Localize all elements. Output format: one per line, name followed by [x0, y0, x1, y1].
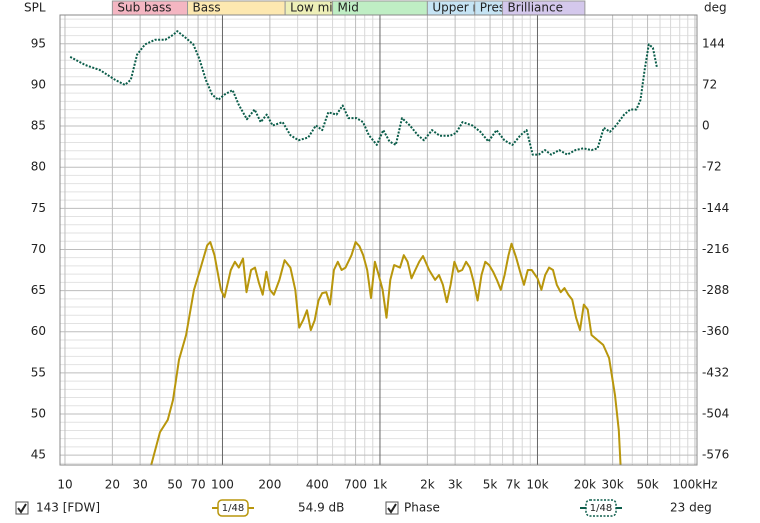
- y2-tick-label: -360: [702, 324, 729, 338]
- y-tick-label: 45: [31, 448, 46, 462]
- band-label: Sub bass: [117, 1, 171, 15]
- x-tick-label: 7k: [506, 478, 521, 492]
- y-tick-label: 80: [31, 160, 46, 174]
- band-label: Bass: [193, 1, 221, 15]
- legend-label: Phase: [404, 501, 440, 515]
- grid: [60, 15, 697, 465]
- legend-checkmark: [387, 503, 397, 514]
- band-label: Pres: [480, 1, 505, 15]
- y2-tick-label: -288: [702, 283, 729, 297]
- legend-checkmark: [17, 503, 27, 514]
- y-tick-label: 55: [31, 365, 46, 379]
- y-tick-label: 75: [31, 201, 46, 215]
- y2-tick-label: -504: [702, 406, 729, 420]
- y2-tick-label: 0: [702, 119, 710, 133]
- y2-tick-label: -576: [702, 448, 729, 462]
- plot-frame: [59, 14, 698, 466]
- y2-tick-label: -72: [702, 160, 722, 174]
- y-tick-label: 90: [31, 77, 46, 91]
- band-label: Brilliance: [508, 1, 563, 15]
- legend-label: 143 [FDW]: [36, 501, 100, 515]
- x-tick-label: 70: [190, 478, 205, 492]
- y-tick-label: 65: [31, 283, 46, 297]
- y-tick-label: 85: [31, 119, 46, 133]
- legend: 143 [FDW] 1/48 54.9 dB Phase 1/48 23 deg: [15, 499, 712, 517]
- smoothing-label: 1/48: [590, 503, 612, 514]
- series-line: [150, 241, 622, 465]
- x-tick-label: 3k: [448, 478, 463, 492]
- x-tick-label: 10: [57, 478, 72, 492]
- legend-reading: 54.9 dB: [298, 501, 344, 515]
- band-label: Mid: [338, 1, 359, 15]
- smoothing-label: 1/48: [222, 503, 244, 514]
- x-tick-label: 5k: [483, 478, 498, 492]
- x-tick-label: 30: [132, 478, 147, 492]
- y2-tick-label: -432: [702, 365, 729, 379]
- y2-tick-label: -216: [702, 242, 729, 256]
- plot-lines: [69, 30, 658, 465]
- x-tick-label: 400: [306, 478, 329, 492]
- x-tick-label: 30k: [602, 478, 624, 492]
- x-tick-label: 50k: [636, 478, 658, 492]
- x-tick-label: 20: [105, 478, 120, 492]
- x-tick-label: 1k: [373, 478, 388, 492]
- band-label: Upper m: [432, 1, 484, 15]
- y-tick-label: 95: [31, 36, 46, 50]
- x-tick-label: 50: [167, 478, 182, 492]
- y2-axis-label: deg: [704, 1, 727, 15]
- y-tick-label: 60: [31, 324, 46, 338]
- y-tick-label: 70: [31, 242, 46, 256]
- y2-tick-label: -144: [702, 201, 729, 215]
- y2-tick-label: 72: [702, 77, 717, 91]
- x-tick-label: 20k: [574, 478, 596, 492]
- x-tick-label: 700: [344, 478, 367, 492]
- band-label: Low mid: [290, 1, 340, 15]
- x-tick-label: 100: [211, 478, 234, 492]
- x-tick-label: 10k: [526, 478, 548, 492]
- x-tick-label: 200: [258, 478, 281, 492]
- y-tick-label: 50: [31, 406, 46, 420]
- x-tick-label: 2k: [420, 478, 435, 492]
- tick-labels: 45 50 55 60 65 70 75 80 85 90 95 -576 -504 -432 -360 -2…: [31, 36, 730, 491]
- y2-tick-label: 144: [702, 36, 725, 50]
- y-axis-label: SPL: [24, 1, 46, 15]
- x-tick-label: 100kHz: [672, 478, 717, 492]
- legend-reading: 23 deg: [670, 501, 712, 515]
